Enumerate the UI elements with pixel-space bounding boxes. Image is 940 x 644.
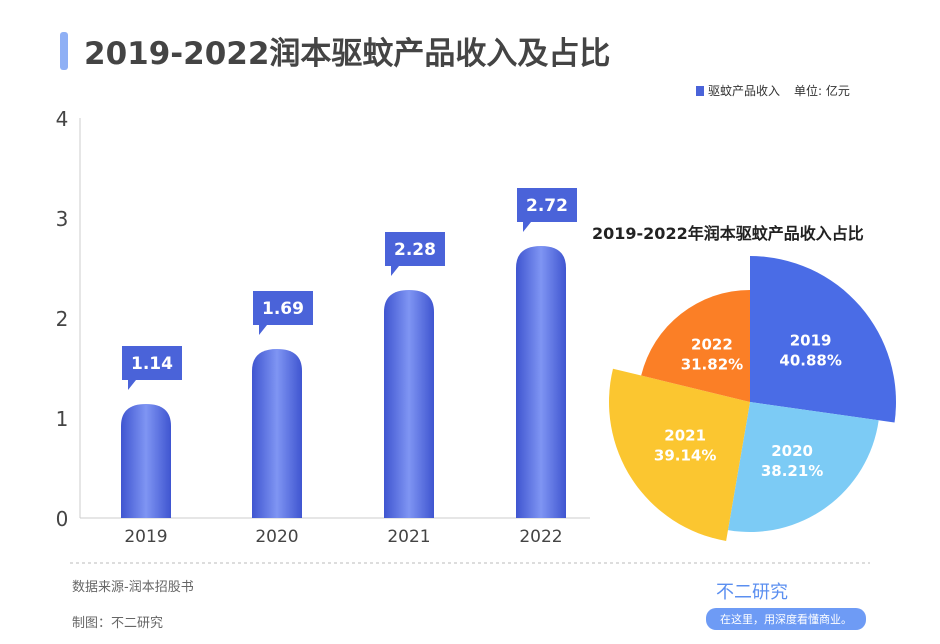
unit-label: 单位: 亿元 (794, 84, 850, 98)
pie-title: 2019-2022年润本驱蚊产品收入占比 (592, 224, 864, 243)
pie-label: 2019 (790, 331, 832, 349)
bar (121, 404, 171, 518)
bar (516, 246, 566, 518)
x-tick-label: 2019 (124, 527, 167, 547)
page-title: 2019-2022润本驱蚊产品收入及占比 (84, 36, 611, 72)
y-tick-label: 0 (56, 507, 69, 531)
legend-label: 驱蚊产品收入 (708, 84, 781, 98)
pie-slice (750, 256, 897, 423)
legend-swatch (696, 85, 704, 96)
data-label: 1.14 (131, 354, 173, 374)
bar (384, 290, 434, 518)
brand-slogan: 在这里，用深度看懂商业。 (706, 608, 866, 630)
pie-value-label: 40.88% (779, 351, 841, 369)
y-tick-label: 4 (56, 107, 69, 131)
data-label-box (122, 346, 182, 390)
data-label: 2.28 (394, 240, 436, 260)
x-tick-label: 2021 (387, 527, 430, 547)
brand-logo: 不二研究 (716, 582, 788, 603)
data-label-box (253, 291, 313, 335)
pie-label: 2020 (771, 442, 813, 460)
data-label: 1.69 (262, 299, 304, 319)
pie-slice (727, 402, 879, 532)
data-label: 2.72 (526, 196, 568, 216)
data-label-box (385, 232, 445, 276)
data-label-box (517, 188, 577, 232)
pie-value-label: 31.82% (681, 356, 743, 374)
y-tick-label: 1 (56, 407, 69, 431)
y-tick-label: 2 (56, 307, 69, 331)
bar (252, 349, 302, 518)
pie-slice (609, 368, 750, 541)
pie-slice (641, 290, 750, 402)
pie-label: 2021 (664, 427, 706, 445)
x-tick-label: 2020 (255, 527, 298, 547)
pie-label: 2022 (691, 336, 733, 354)
x-tick-label: 2022 (519, 527, 562, 547)
legend: 驱蚊产品收入 单位: 亿元 (696, 82, 850, 99)
y-tick-label: 3 (56, 207, 69, 231)
pie-value-label: 38.21% (761, 462, 823, 480)
title-accent (60, 32, 68, 70)
pie-value-label: 39.14% (654, 447, 716, 465)
source-note: 数据来源-润本招股书 (72, 580, 194, 595)
maker-note: 制图：不二研究 (72, 616, 164, 631)
